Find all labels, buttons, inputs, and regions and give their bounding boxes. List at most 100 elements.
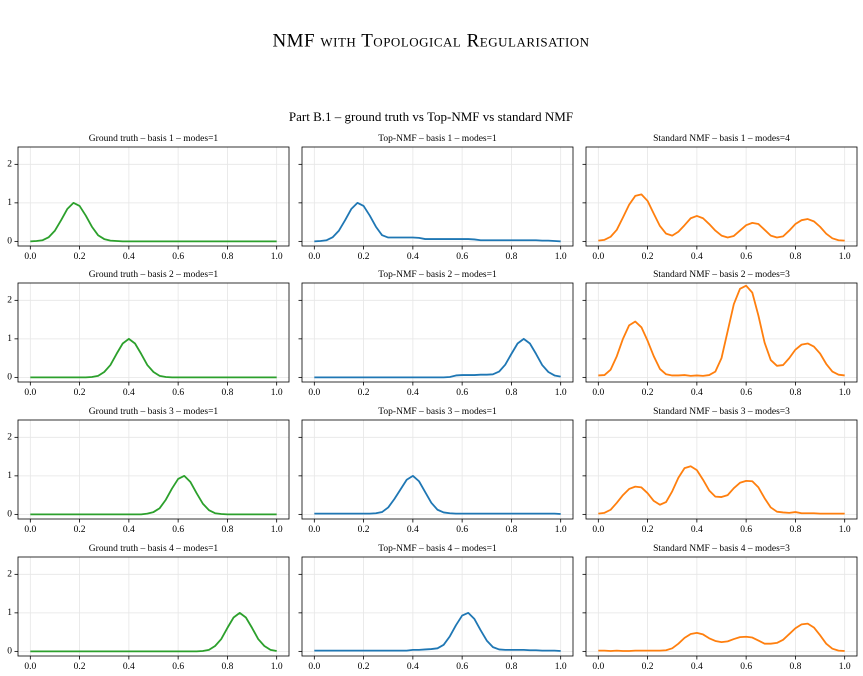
subplot: Standard NMF – basis 1 – modes=4 0.0 0.2 0.…: [582, 134, 858, 262]
x-tick-label: 0.4: [123, 388, 135, 398]
x-tick-label: 0.4: [407, 662, 419, 672]
data-line: [314, 474, 561, 515]
x-tick-label: 0.0: [592, 252, 604, 262]
data-line: [598, 193, 845, 242]
y-tick-label: 2: [7, 160, 12, 170]
subplot-title: Ground truth – basis 3 – modes=1: [89, 407, 219, 417]
x-tick-label: 0.6: [456, 388, 468, 398]
y-tick-label: 0: [7, 237, 12, 247]
x-tick-label: 0.4: [123, 252, 135, 262]
x-tick-label: 0.6: [740, 388, 752, 398]
x-tick-label: 0.2: [358, 662, 370, 672]
x-tick-label: 0.0: [308, 252, 320, 262]
x-tick-label: 0.6: [172, 525, 184, 535]
x-tick-label: 0.8: [221, 525, 233, 535]
x-tick-label: 0.4: [407, 388, 419, 398]
x-tick-label: 0.0: [592, 662, 604, 672]
data-line: [598, 622, 845, 652]
axes-frame: [17, 282, 290, 383]
x-tick-label: 0.4: [691, 388, 703, 398]
y-tick-label: 1: [7, 608, 12, 618]
y-tick-label: 1: [7, 471, 12, 481]
data-line: [598, 284, 845, 377]
figure-subtitle: Part B.1 – ground truth vs Top-NMF vs st…: [289, 109, 573, 124]
axes-frame: [17, 419, 290, 520]
x-tick-label: 0.6: [172, 662, 184, 672]
x-tick-label: 0.4: [691, 662, 703, 672]
subplot-title: Top-NMF – basis 2 – modes=1: [378, 270, 497, 280]
data-line: [30, 337, 277, 379]
x-tick-label: 0.8: [221, 388, 233, 398]
y-tick-label: 2: [7, 433, 12, 443]
x-tick-label: 0.2: [74, 662, 86, 672]
x-tick-label: 0.8: [221, 252, 233, 262]
subplot: Standard NMF – basis 4 – modes=3 0.0 0.2 0.…: [582, 544, 858, 672]
x-tick-label: 1.0: [555, 525, 567, 535]
subplot-title: Standard NMF – basis 3 – modes=3: [653, 407, 790, 417]
data-line: [598, 465, 845, 515]
x-tick-label: 0.4: [691, 252, 703, 262]
x-tick-label: 0.2: [642, 252, 654, 262]
subplot-title: Standard NMF – basis 2 – modes=3: [653, 270, 790, 280]
x-tick-label: 0.4: [407, 525, 419, 535]
x-tick-label: 0.0: [308, 662, 320, 672]
subplot-title: Standard NMF – basis 1 – modes=4: [653, 134, 790, 144]
x-tick-label: 0.8: [789, 525, 801, 535]
subplot-title: Ground truth – basis 2 – modes=1: [89, 270, 219, 280]
axes-frame: [585, 419, 858, 520]
data-line: [30, 201, 277, 243]
subplot: Top-NMF – basis 2 – modes=1 0.0 0.2 0.4 0.6 0…: [298, 270, 574, 398]
x-tick-label: 1.0: [839, 525, 851, 535]
subplot-title: Top-NMF – basis 1 – modes=1: [378, 134, 497, 144]
subplot: Top-NMF – basis 1 – modes=1 0.0 0.2 0.4 0.6 0…: [298, 134, 574, 262]
x-tick-label: 0.0: [308, 525, 320, 535]
x-tick-label: 0.2: [74, 525, 86, 535]
x-tick-label: 0.2: [74, 388, 86, 398]
x-tick-label: 1.0: [839, 662, 851, 672]
x-tick-label: 0.8: [789, 662, 801, 672]
x-tick-label: 1.0: [271, 525, 283, 535]
y-tick-label: 0: [7, 373, 12, 383]
data-line: [314, 337, 561, 379]
subplot-title: Standard NMF – basis 4 – modes=3: [653, 544, 790, 554]
data-line: [314, 611, 561, 652]
x-tick-label: 0.6: [740, 662, 752, 672]
data-line: [30, 474, 277, 516]
x-tick-label: 0.0: [592, 525, 604, 535]
x-tick-label: 0.6: [456, 525, 468, 535]
x-tick-label: 0.6: [740, 252, 752, 262]
x-tick-label: 0.2: [358, 525, 370, 535]
x-tick-label: 0.0: [24, 252, 36, 262]
x-tick-label: 1.0: [555, 662, 567, 672]
x-tick-label: 1.0: [271, 252, 283, 262]
x-tick-label: 0.6: [456, 252, 468, 262]
y-tick-label: 0: [7, 510, 12, 520]
x-tick-label: 1.0: [555, 388, 567, 398]
x-tick-label: 1.0: [839, 388, 851, 398]
x-tick-label: 0.2: [642, 662, 654, 672]
axes-frame: [301, 556, 574, 657]
x-tick-label: 0.8: [505, 662, 517, 672]
x-tick-label: 0.0: [592, 388, 604, 398]
y-tick-label: 1: [7, 334, 12, 344]
x-tick-label: 0.6: [740, 525, 752, 535]
subplot: Ground truth – basis 2 – modes=1 0 1 2 0.0 0.…: [7, 270, 290, 398]
subplot: Ground truth – basis 4 – modes=1 0 1 2 0.0 0.…: [7, 544, 290, 672]
x-tick-label: 0.4: [123, 525, 135, 535]
subplot-title: Ground truth – basis 1 – modes=1: [89, 134, 219, 144]
data-line: [314, 201, 561, 243]
x-tick-label: 0.6: [172, 388, 184, 398]
subplot: Top-NMF – basis 3 – modes=1 0.0 0.2 0.4 0.6 0…: [298, 407, 574, 535]
x-tick-label: 0.2: [358, 388, 370, 398]
x-tick-label: 0.0: [24, 388, 36, 398]
x-tick-label: 0.2: [74, 252, 86, 262]
y-tick-label: 0: [7, 647, 12, 657]
x-tick-label: 0.6: [456, 662, 468, 672]
x-tick-label: 1.0: [839, 252, 851, 262]
y-tick-label: 2: [7, 296, 12, 306]
axes-frame: [301, 282, 574, 383]
axes-frame: [585, 282, 858, 383]
subplot-title: Top-NMF – basis 3 – modes=1: [378, 407, 497, 417]
x-tick-label: 0.4: [407, 252, 419, 262]
